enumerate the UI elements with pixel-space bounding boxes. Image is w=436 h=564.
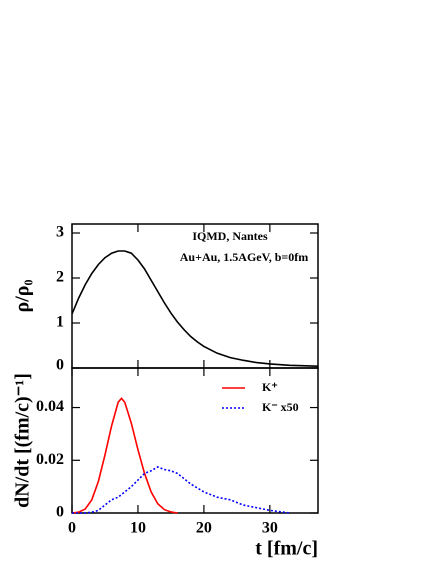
y-tick-label: 0 — [56, 504, 64, 521]
y-tick-label: 2 — [56, 269, 64, 286]
y-axis-label: ρ/ρ₀ — [12, 280, 34, 313]
x-axis-label: t [fm/c] — [255, 538, 318, 560]
y-tick-label: 0.04 — [36, 398, 64, 415]
plot-frame — [71, 367, 319, 514]
x-tick-label: 30 — [262, 520, 278, 537]
legend-label: K⁺ — [262, 380, 278, 394]
annotation: IQMD, Nantes — [192, 229, 268, 243]
x-tick-label: 10 — [130, 520, 146, 537]
data-line — [71, 397, 178, 514]
y-tick-label: 1 — [56, 314, 64, 331]
y-tick-label: 0.02 — [36, 451, 64, 468]
x-tick-label: 0 — [68, 520, 76, 537]
y-tick-label: 0 — [56, 357, 64, 374]
data-line — [71, 250, 319, 367]
plot-frame — [71, 223, 319, 369]
y-tick-label: 3 — [56, 224, 64, 241]
annotation: Au+Au, 1.5AGeV, b=0fm — [180, 250, 308, 264]
data-line — [72, 465, 290, 514]
y-axis-label: dN/dt [(fm/c)⁻¹] — [12, 373, 34, 508]
legend-label: K⁻ x50 — [262, 400, 299, 414]
x-tick-label: 20 — [196, 520, 212, 537]
